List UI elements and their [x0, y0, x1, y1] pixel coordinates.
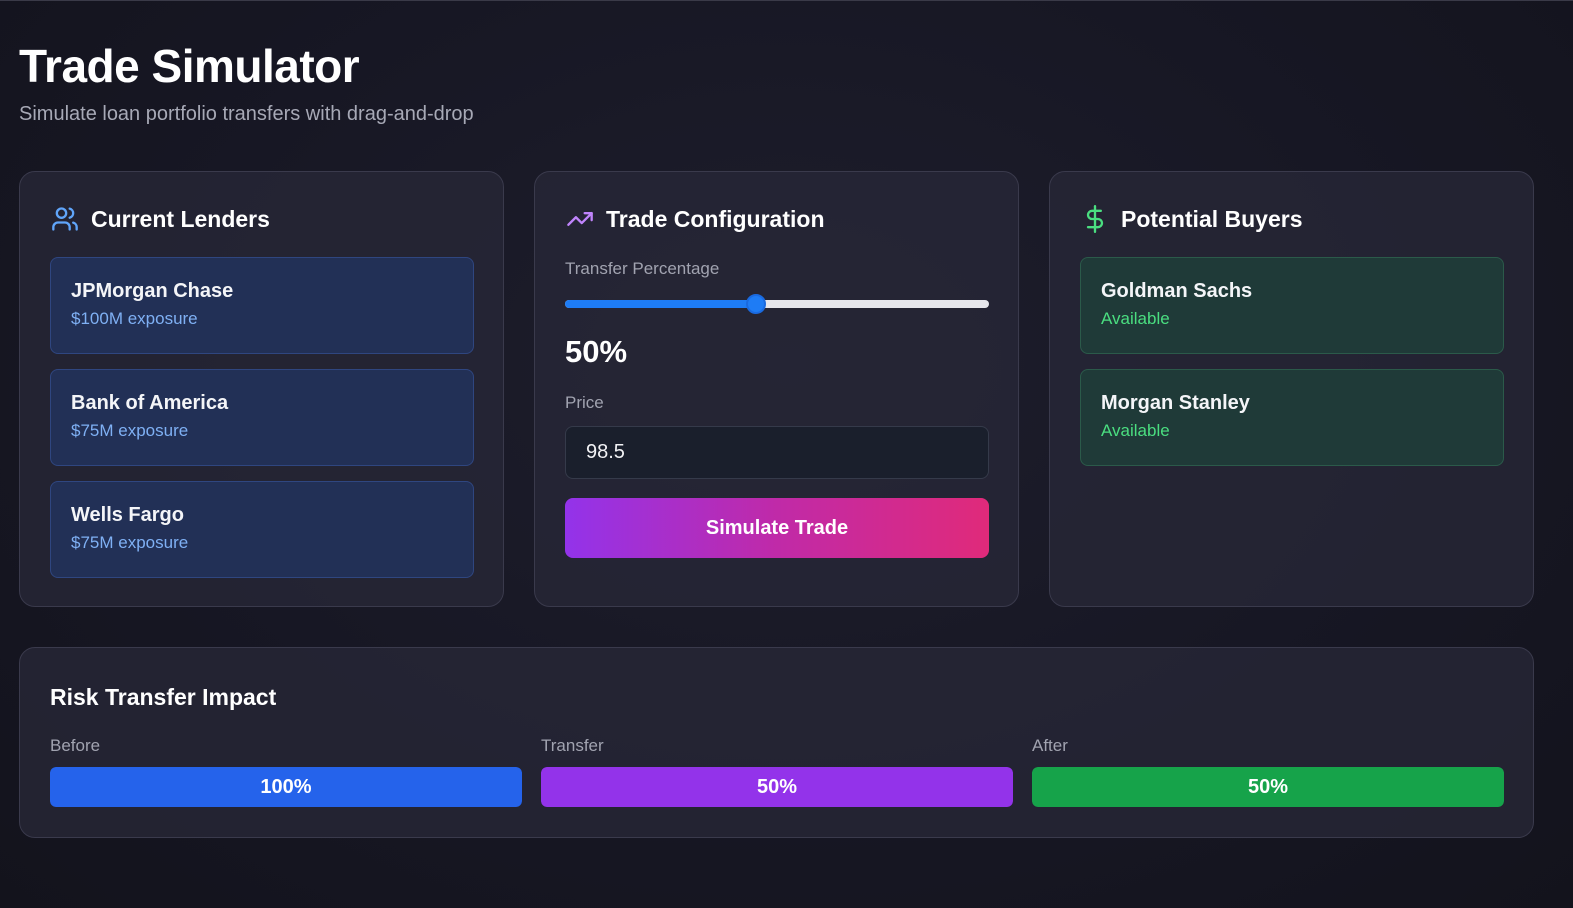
risk-transfer-column: Transfer 50%	[541, 736, 1013, 807]
buyer-card-goldman-sachs[interactable]: Goldman Sachs Available	[1080, 257, 1504, 354]
transfer-percentage-value: 50%	[565, 334, 628, 369]
risk-after-column: After 50%	[1032, 736, 1504, 807]
buyer-card-morgan-stanley[interactable]: Morgan Stanley Available	[1080, 369, 1504, 466]
potential-buyers-card: Potential Buyers Goldman Sachs Available…	[1049, 171, 1534, 607]
potential-buyers-header: Potential Buyers	[1080, 204, 1303, 234]
trade-configuration-title: Trade Configuration	[606, 205, 825, 232]
risk-transfer-label: Transfer	[541, 736, 604, 755]
lender-card-wells-fargo[interactable]: Wells Fargo $75M exposure	[50, 481, 474, 578]
transfer-percentage-slider[interactable]	[565, 294, 989, 314]
slider-track	[565, 300, 989, 308]
users-icon	[50, 204, 80, 234]
risk-transfer-bar-track: 50%	[541, 767, 1013, 807]
lender-card-jpmorgan[interactable]: JPMorgan Chase $100M exposure	[50, 257, 474, 354]
slider-fill	[565, 300, 756, 308]
page-title: Trade Simulator	[19, 40, 360, 92]
buyer-name: Morgan Stanley	[1101, 392, 1250, 414]
risk-before-label: Before	[50, 736, 101, 755]
risk-transfer-impact-card: Risk Transfer Impact Before 100% Transfe…	[19, 647, 1534, 838]
potential-buyers-title: Potential Buyers	[1121, 205, 1303, 232]
current-lenders-card: Current Lenders JPMorgan Chase $100M exp…	[19, 171, 504, 607]
page-subtitle: Simulate loan portfolio transfers with d…	[19, 103, 474, 125]
risk-transfer-impact-title: Risk Transfer Impact	[50, 684, 277, 710]
price-input[interactable]	[565, 426, 989, 479]
dollar-sign-icon	[1080, 204, 1110, 234]
trade-configuration-header: Trade Configuration	[565, 204, 825, 234]
lender-exposure: $75M exposure	[71, 421, 189, 440]
lender-name: Bank of America	[71, 392, 229, 414]
buyer-status: Available	[1101, 421, 1170, 440]
lender-card-bank-of-america[interactable]: Bank of America $75M exposure	[50, 369, 474, 466]
lender-exposure: $100M exposure	[71, 309, 198, 328]
buyer-name: Goldman Sachs	[1101, 280, 1253, 302]
risk-before-bar: 100%	[50, 767, 522, 807]
price-label: Price	[565, 393, 604, 412]
risk-before-column: Before 100%	[50, 736, 522, 807]
lender-exposure: $75M exposure	[71, 533, 189, 552]
risk-after-label: After	[1032, 736, 1068, 755]
lender-name: JPMorgan Chase	[71, 280, 234, 302]
lender-name: Wells Fargo	[71, 504, 184, 526]
slider-thumb[interactable]	[745, 294, 766, 314]
current-lenders-title: Current Lenders	[91, 205, 270, 232]
trade-configuration-card: Trade Configuration Transfer Percentage …	[534, 171, 1019, 607]
risk-transfer-bar: 50%	[541, 767, 1013, 807]
risk-after-bar-track: 50%	[1032, 767, 1504, 807]
risk-before-bar-track: 100%	[50, 767, 522, 807]
simulate-trade-button[interactable]: Simulate Trade	[565, 498, 989, 558]
risk-after-bar: 50%	[1032, 767, 1504, 807]
transfer-percentage-label: Transfer Percentage	[565, 259, 720, 278]
trending-up-icon	[565, 204, 595, 234]
current-lenders-header: Current Lenders	[50, 204, 270, 234]
buyer-status: Available	[1101, 309, 1170, 328]
